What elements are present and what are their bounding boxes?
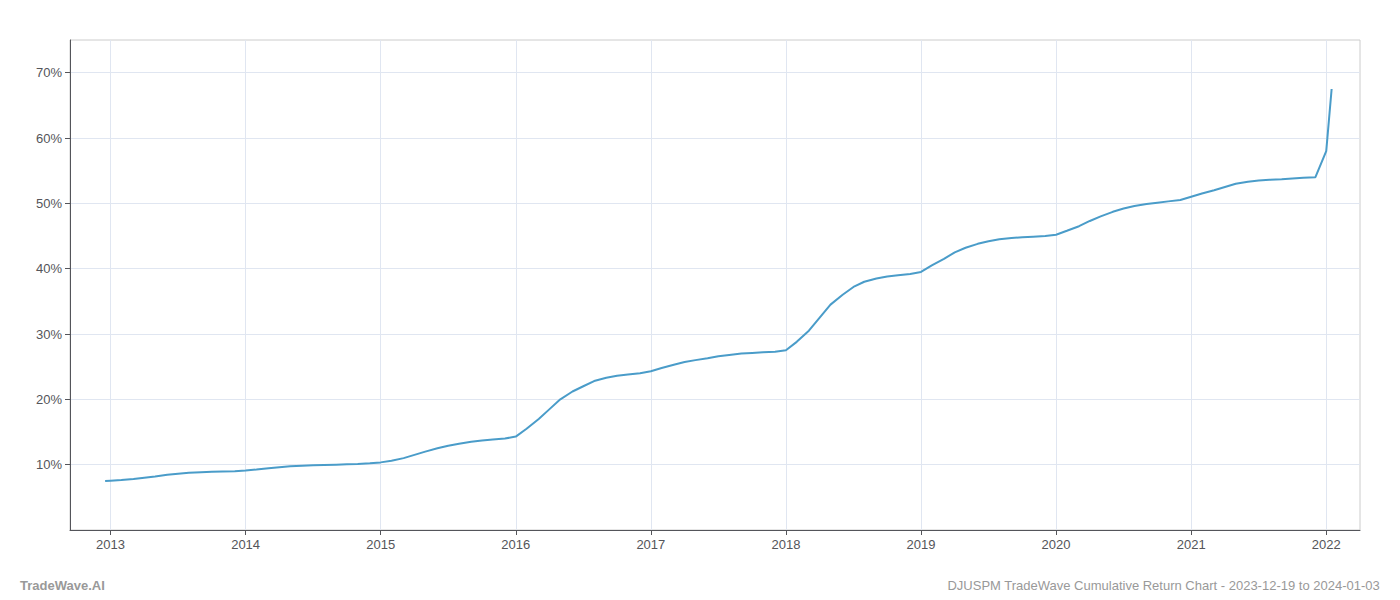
svg-text:2015: 2015: [366, 537, 395, 552]
svg-text:30%: 30%: [36, 327, 62, 342]
svg-text:DJUSPM TradeWave Cumulative Re: DJUSPM TradeWave Cumulative Return Chart…: [947, 578, 1379, 593]
svg-text:TradeWave.AI: TradeWave.AI: [20, 578, 105, 593]
svg-text:2014: 2014: [231, 537, 260, 552]
svg-text:20%: 20%: [36, 392, 62, 407]
svg-text:2020: 2020: [1042, 537, 1071, 552]
svg-text:2016: 2016: [501, 537, 530, 552]
svg-text:2019: 2019: [907, 537, 936, 552]
svg-text:2018: 2018: [771, 537, 800, 552]
svg-text:2017: 2017: [636, 537, 665, 552]
svg-text:2021: 2021: [1177, 537, 1206, 552]
svg-text:10%: 10%: [36, 457, 62, 472]
svg-text:2013: 2013: [96, 537, 125, 552]
svg-text:70%: 70%: [36, 65, 62, 80]
svg-text:40%: 40%: [36, 261, 62, 276]
svg-text:2022: 2022: [1312, 537, 1341, 552]
svg-text:50%: 50%: [36, 196, 62, 211]
svg-text:60%: 60%: [36, 131, 62, 146]
